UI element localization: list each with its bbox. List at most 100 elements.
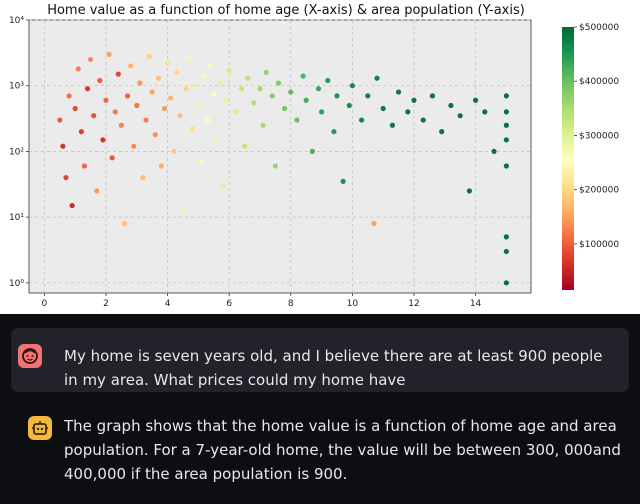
data-point [75, 66, 81, 72]
x-tick-label: 6 [226, 299, 232, 309]
user-avatar-icon [18, 344, 42, 368]
colorbar-tick-label: $300000 [579, 131, 619, 141]
data-point [334, 93, 340, 99]
y-tick-label: 10⁰ [9, 279, 24, 289]
bot-message-text: The graph shows that the home value is a… [64, 417, 621, 483]
data-point [152, 132, 158, 138]
data-point [405, 109, 411, 115]
data-point [429, 93, 436, 99]
data-point [205, 117, 211, 123]
data-point [251, 100, 257, 106]
data-point [294, 117, 300, 123]
data-point [155, 75, 161, 81]
data-point [211, 91, 217, 97]
data-point [168, 95, 174, 101]
data-point [315, 86, 322, 92]
data-point [180, 209, 186, 215]
data-point [226, 67, 232, 74]
y-tick-label: 10¹ [9, 213, 24, 223]
x-tick-label: 4 [165, 299, 171, 309]
data-point [472, 97, 479, 103]
data-point [186, 55, 192, 62]
x-tick-label: 8 [288, 299, 294, 309]
data-point [318, 109, 325, 115]
data-point [149, 89, 155, 95]
data-point [131, 143, 137, 149]
data-point [482, 109, 488, 115]
data-point [223, 97, 229, 103]
data-point [272, 163, 278, 169]
data-point [420, 117, 426, 123]
data-point [257, 86, 263, 92]
x-tick-label: 2 [103, 299, 109, 309]
data-point [503, 122, 509, 128]
data-point [94, 188, 100, 194]
data-point [331, 129, 337, 135]
data-point [466, 188, 473, 194]
x-tick-label: 14 [470, 299, 482, 309]
data-point [174, 69, 180, 75]
data-point [263, 69, 269, 75]
colorbar-tick-label: $400000 [579, 77, 619, 87]
data-point [439, 129, 445, 135]
user-message-bubble [11, 328, 629, 392]
data-point [103, 97, 109, 103]
data-point [411, 97, 417, 103]
data-point [69, 202, 75, 209]
data-point [124, 93, 131, 99]
data-point [365, 93, 371, 99]
data-point [380, 105, 386, 112]
data-point [146, 53, 152, 59]
data-point [134, 102, 140, 109]
data-point [395, 89, 402, 95]
data-point [238, 86, 245, 92]
data-point [300, 73, 306, 79]
data-point [106, 51, 112, 57]
data-point [177, 113, 183, 119]
data-point [374, 75, 380, 81]
data-point [87, 56, 94, 63]
data-point [503, 93, 509, 99]
data-point [100, 137, 106, 143]
data-point [195, 102, 201, 109]
scatter-chart: 0 2 4 6 8 10 12 14 10⁰ 10¹ 10² 10³ 10⁴ $100000 $200000… [9, 16, 619, 309]
data-point [137, 80, 143, 86]
data-point [503, 163, 509, 169]
data-point [359, 117, 365, 123]
y-tick-label: 10³ [9, 82, 24, 92]
data-point [503, 234, 509, 240]
data-point [171, 148, 177, 155]
colorbar-tick-label: $500000 [579, 23, 619, 33]
data-point [491, 148, 497, 155]
chart-title: Home value as a function of home age (X-… [47, 3, 525, 18]
data-point [325, 77, 331, 84]
chat-panel: My home is seven years old, and I believ… [0, 314, 640, 504]
data-point [158, 163, 165, 169]
data-point [97, 77, 103, 84]
y-tick-label: 10⁴ [9, 16, 24, 26]
data-point [303, 97, 309, 103]
chart-figure: Home value as a function of home age (X-… [0, 0, 640, 314]
y-tick-label: 10² [9, 147, 24, 157]
plot-area [28, 19, 532, 294]
data-point [275, 80, 282, 86]
data-point [198, 158, 205, 165]
data-point [115, 71, 121, 77]
data-point [121, 220, 128, 227]
data-point [161, 105, 168, 112]
x-tick-label: 12 [408, 299, 419, 309]
data-point [91, 113, 97, 119]
data-point [340, 178, 346, 184]
data-point [63, 174, 69, 181]
data-point [503, 137, 509, 143]
data-point [183, 86, 189, 92]
data-point [57, 117, 63, 123]
data-point [78, 129, 84, 135]
data-point [371, 220, 377, 227]
data-point [448, 102, 454, 109]
data-point [389, 122, 396, 128]
data-point [241, 143, 248, 149]
data-point [189, 126, 195, 132]
data-point [269, 93, 275, 99]
data-point [503, 109, 509, 115]
